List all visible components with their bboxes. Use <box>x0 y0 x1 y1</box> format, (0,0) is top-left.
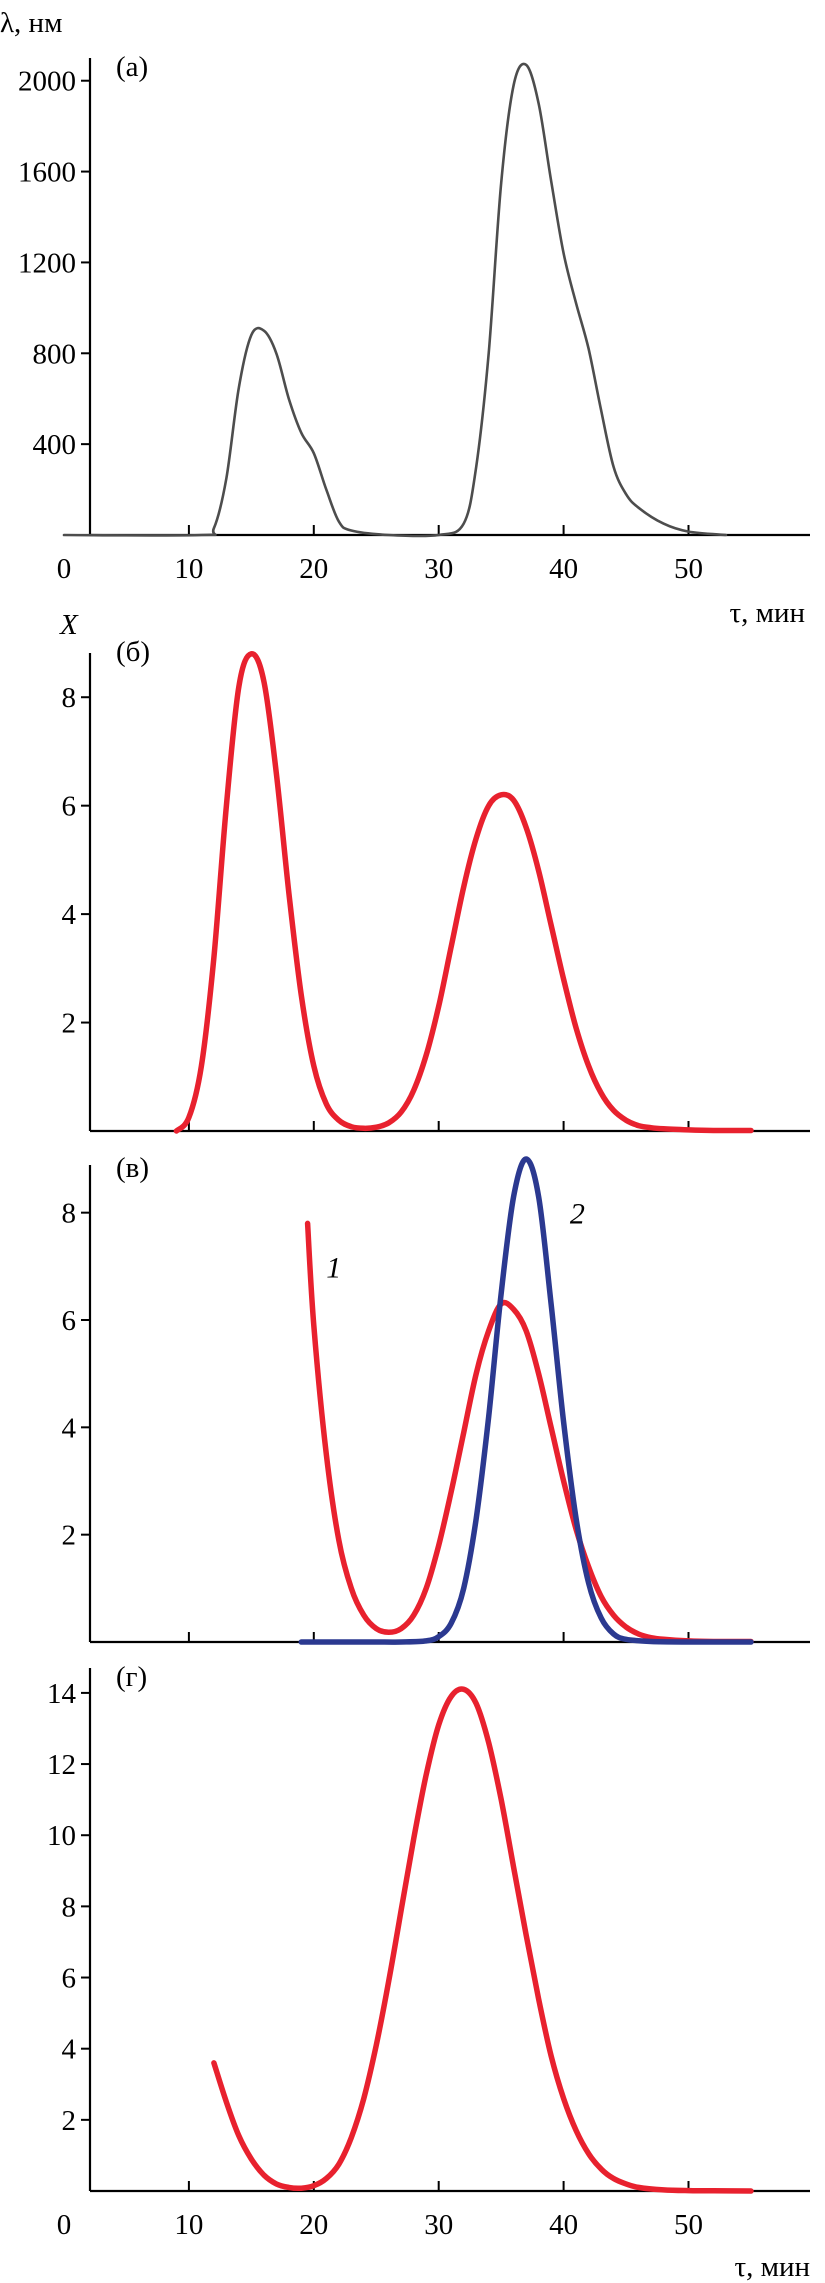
panel-d-ytick-label: 12 <box>47 1749 76 1781</box>
panel-a-series-1 <box>62 62 728 538</box>
panel-c-ticks: 2 4 6 8 <box>62 1198 690 1642</box>
panel-d-ticks: 2 4 6 8 10 12 14 0 10 20 30 40 50 <box>47 1678 703 2241</box>
panel-a-xlabel: τ, мин <box>729 597 805 629</box>
panel-b-ytick-label: 6 <box>62 791 77 823</box>
panel-d-xtick-label: 50 <box>674 2209 703 2241</box>
panel-c-label: (в) <box>116 1152 149 1184</box>
panel-a-xtick-label: 30 <box>424 553 453 585</box>
panel-a-ytick-label: 1200 <box>18 247 76 279</box>
panel-c-curve-label-2: 2 <box>570 1198 585 1231</box>
panel-d-xtick-label: 40 <box>549 2209 578 2241</box>
panel-c-curve-label-1: 1 <box>326 1251 341 1284</box>
panel-d-series-1 <box>211 1686 754 2194</box>
panel-d-xtick-label: 10 <box>174 2209 203 2241</box>
panel-a-ytick-label: 800 <box>33 338 77 370</box>
panel-b-series-1 <box>173 651 754 1134</box>
panel-c-ytick-label: 4 <box>62 1412 77 1444</box>
panel-a-ytick-label: 2000 <box>18 66 76 98</box>
panel-a-xtick-label: 40 <box>549 553 578 585</box>
panel-d-series <box>211 1686 754 2194</box>
panel-d-ytick-label: 8 <box>62 1891 77 1923</box>
panel-d-ytick-label: 14 <box>47 1678 77 1710</box>
panel-b-ytick-label: 4 <box>62 899 77 931</box>
panel-d-xtick-label: 30 <box>424 2209 453 2241</box>
panel-a-ylabel: λ, нм <box>0 7 62 39</box>
panel-b: 2 4 6 8 (б) X <box>59 609 810 1134</box>
panel-d-xtick-label: 0 <box>57 2209 72 2241</box>
panel-d-label: (г) <box>116 1661 147 1693</box>
panel-d-xlabel: τ, мин <box>734 2251 810 2283</box>
panel-c-ytick-label: 6 <box>62 1305 77 1337</box>
panel-a-xtick-label: 20 <box>299 553 328 585</box>
panel-b-label: (б) <box>116 636 150 668</box>
panel-c-series-1 <box>304 1220 754 1645</box>
panel-b-ytick-label: 2 <box>62 1008 77 1040</box>
panel-b-series <box>173 651 754 1134</box>
panel-c-axes <box>88 1165 810 1644</box>
panel-c-series <box>298 1156 754 1645</box>
panel-d: 2 4 6 8 10 12 14 0 10 20 30 40 50 (г) τ, мин <box>47 1661 810 2283</box>
panel-c-ytick-label: 2 <box>62 1520 77 1552</box>
panel-a-axes <box>88 58 810 537</box>
panel-b-axes <box>88 653 810 1133</box>
panel-b-ytick-label: 8 <box>62 682 77 714</box>
panel-d-xtick-label: 20 <box>299 2209 328 2241</box>
panel-a-xtick-label: 50 <box>674 553 703 585</box>
panel-a-series <box>62 62 728 538</box>
panel-d-ytick-label: 10 <box>47 1820 76 1852</box>
panel-a-xtick-label: 10 <box>174 553 203 585</box>
panel-c-ytick-label: 8 <box>62 1198 77 1230</box>
panel-c: 2 4 6 8 (в) 1 2 <box>62 1152 810 1645</box>
panel-b-ticks: 2 4 6 8 <box>62 682 690 1131</box>
panel-a-label: (а) <box>116 51 148 83</box>
panel-d-ytick-label: 2 <box>62 2105 77 2137</box>
panel-d-axes <box>88 1668 810 2193</box>
panel-b-ylabel: X <box>59 609 79 641</box>
panel-a-xtick-label: 0 <box>57 553 72 585</box>
panel-a-ytick-label: 400 <box>33 429 77 461</box>
panel-d-ytick-label: 6 <box>62 1963 77 1995</box>
panel-d-ytick-label: 4 <box>62 2034 77 2066</box>
panel-a-ytick-label: 1600 <box>18 157 76 189</box>
panel-c-series-2 <box>298 1156 754 1645</box>
panel-a-ticks: 400 800 1200 1600 2000 0 10 20 30 40 50 <box>18 66 703 585</box>
